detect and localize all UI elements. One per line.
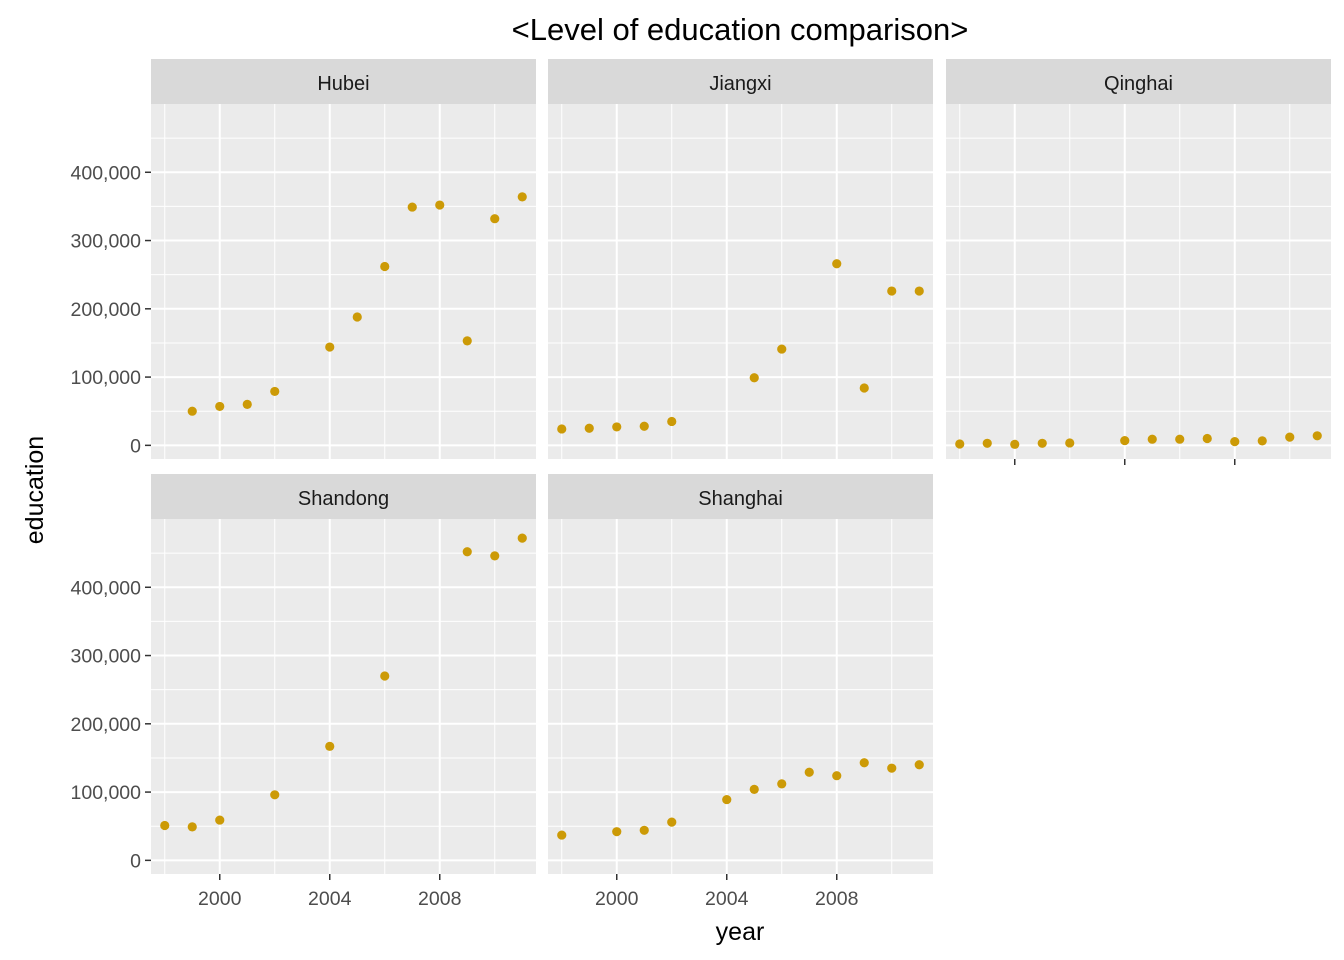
y-tick-label: 200,000 bbox=[71, 299, 142, 321]
facet-strip-label: Qinghai bbox=[1104, 73, 1173, 95]
data-point bbox=[380, 671, 390, 681]
data-point bbox=[187, 406, 197, 416]
data-point bbox=[1285, 432, 1295, 442]
facet-strip-label: Shanghai bbox=[698, 488, 783, 510]
x-tick-label: 2008 bbox=[418, 888, 461, 910]
facet-strip-label: Jiangxi bbox=[709, 73, 771, 95]
data-point bbox=[612, 827, 622, 837]
x-tick-label: 2000 bbox=[198, 888, 242, 910]
data-point bbox=[832, 771, 842, 781]
data-point bbox=[749, 373, 759, 383]
data-point bbox=[955, 439, 965, 449]
facet-strip bbox=[151, 474, 536, 519]
facet-strip-label: Hubei bbox=[317, 73, 369, 95]
y-tick-label: 0 bbox=[130, 435, 141, 457]
data-point bbox=[749, 784, 759, 794]
data-point bbox=[490, 551, 500, 561]
data-point bbox=[982, 438, 992, 448]
y-tick-label: 100,000 bbox=[71, 782, 142, 804]
data-point bbox=[1257, 436, 1267, 446]
data-point bbox=[1065, 438, 1075, 448]
x-tick-label: 2000 bbox=[595, 888, 639, 910]
x-tick-label: 2004 bbox=[308, 888, 352, 910]
data-point bbox=[462, 547, 472, 557]
data-point bbox=[859, 383, 869, 393]
data-point bbox=[352, 312, 362, 322]
facet-strip bbox=[548, 59, 933, 104]
data-point bbox=[914, 760, 924, 770]
y-tick-label: 400,000 bbox=[71, 577, 142, 599]
chart-title: <Level of education comparison> bbox=[512, 12, 969, 47]
data-point bbox=[1010, 439, 1020, 449]
data-point bbox=[407, 202, 417, 212]
data-point bbox=[517, 192, 527, 202]
data-point bbox=[462, 336, 472, 346]
data-point bbox=[887, 763, 897, 773]
y-tick-label: 200,000 bbox=[71, 714, 142, 736]
facet-panels: Hubei 0 100,000 200,000 300,000 400,000 Jiangx… bbox=[71, 59, 1331, 910]
y-axis-title: education bbox=[21, 436, 49, 544]
y-tick-label: 100,000 bbox=[71, 367, 142, 389]
data-point bbox=[1120, 435, 1130, 446]
y-tick-label: 300,000 bbox=[71, 646, 142, 668]
panel-background bbox=[151, 104, 536, 459]
data-point bbox=[160, 820, 170, 831]
facet-panel-hubei: Hubei 0 100,000 200,000 300,000 400,000 bbox=[71, 59, 536, 459]
data-point bbox=[325, 342, 335, 352]
data-point bbox=[914, 286, 924, 296]
data-point bbox=[325, 741, 335, 751]
data-point bbox=[859, 758, 869, 768]
data-point bbox=[380, 261, 390, 272]
facet-strip bbox=[946, 59, 1331, 104]
data-point bbox=[887, 286, 897, 296]
facet-strip bbox=[548, 474, 933, 519]
data-point bbox=[557, 830, 567, 840]
data-point bbox=[1230, 436, 1240, 447]
facet-panel-shanghai: Shanghai 2000 2004 2008 bbox=[548, 474, 933, 910]
panel-background bbox=[151, 519, 536, 874]
data-point bbox=[270, 790, 280, 800]
data-point bbox=[639, 421, 649, 431]
panel-background bbox=[548, 519, 933, 874]
y-tick-label: 400,000 bbox=[71, 162, 142, 184]
panel-background bbox=[548, 104, 933, 459]
data-point bbox=[667, 817, 677, 827]
x-tick-label: 2004 bbox=[705, 888, 749, 910]
panel-background bbox=[946, 104, 1331, 459]
data-point bbox=[242, 399, 252, 409]
facet-panel-shandong: Shandong 0 100,000 200,000 300,000 400,000 200… bbox=[71, 474, 536, 910]
data-point bbox=[1037, 438, 1047, 448]
data-point bbox=[777, 344, 787, 354]
x-tick-label: 2008 bbox=[815, 888, 858, 910]
data-point bbox=[1175, 434, 1185, 444]
facet-strip-label: Shandong bbox=[298, 488, 389, 510]
data-point bbox=[270, 386, 280, 397]
data-point bbox=[777, 779, 787, 789]
data-point bbox=[1202, 433, 1212, 444]
data-point bbox=[722, 794, 732, 805]
x-axis-title: year bbox=[716, 918, 765, 946]
y-tick-label: 300,000 bbox=[71, 231, 142, 253]
data-point bbox=[187, 822, 197, 832]
data-point bbox=[435, 200, 445, 210]
data-point bbox=[490, 214, 500, 224]
facet-panel-jiangxi: Jiangxi bbox=[548, 59, 933, 459]
data-point bbox=[215, 401, 225, 412]
data-point bbox=[612, 422, 622, 432]
data-point bbox=[1312, 431, 1322, 441]
data-point bbox=[215, 815, 225, 825]
data-point bbox=[1147, 434, 1157, 444]
facet-panel-qinghai: Qinghai bbox=[946, 59, 1331, 465]
facet-strip bbox=[151, 59, 536, 104]
data-point bbox=[557, 424, 567, 434]
data-point bbox=[832, 259, 842, 269]
data-point bbox=[639, 825, 649, 835]
data-point bbox=[517, 533, 527, 543]
data-point bbox=[804, 767, 814, 777]
data-point bbox=[667, 416, 677, 427]
y-tick-label: 0 bbox=[130, 850, 141, 872]
data-point bbox=[584, 423, 594, 433]
